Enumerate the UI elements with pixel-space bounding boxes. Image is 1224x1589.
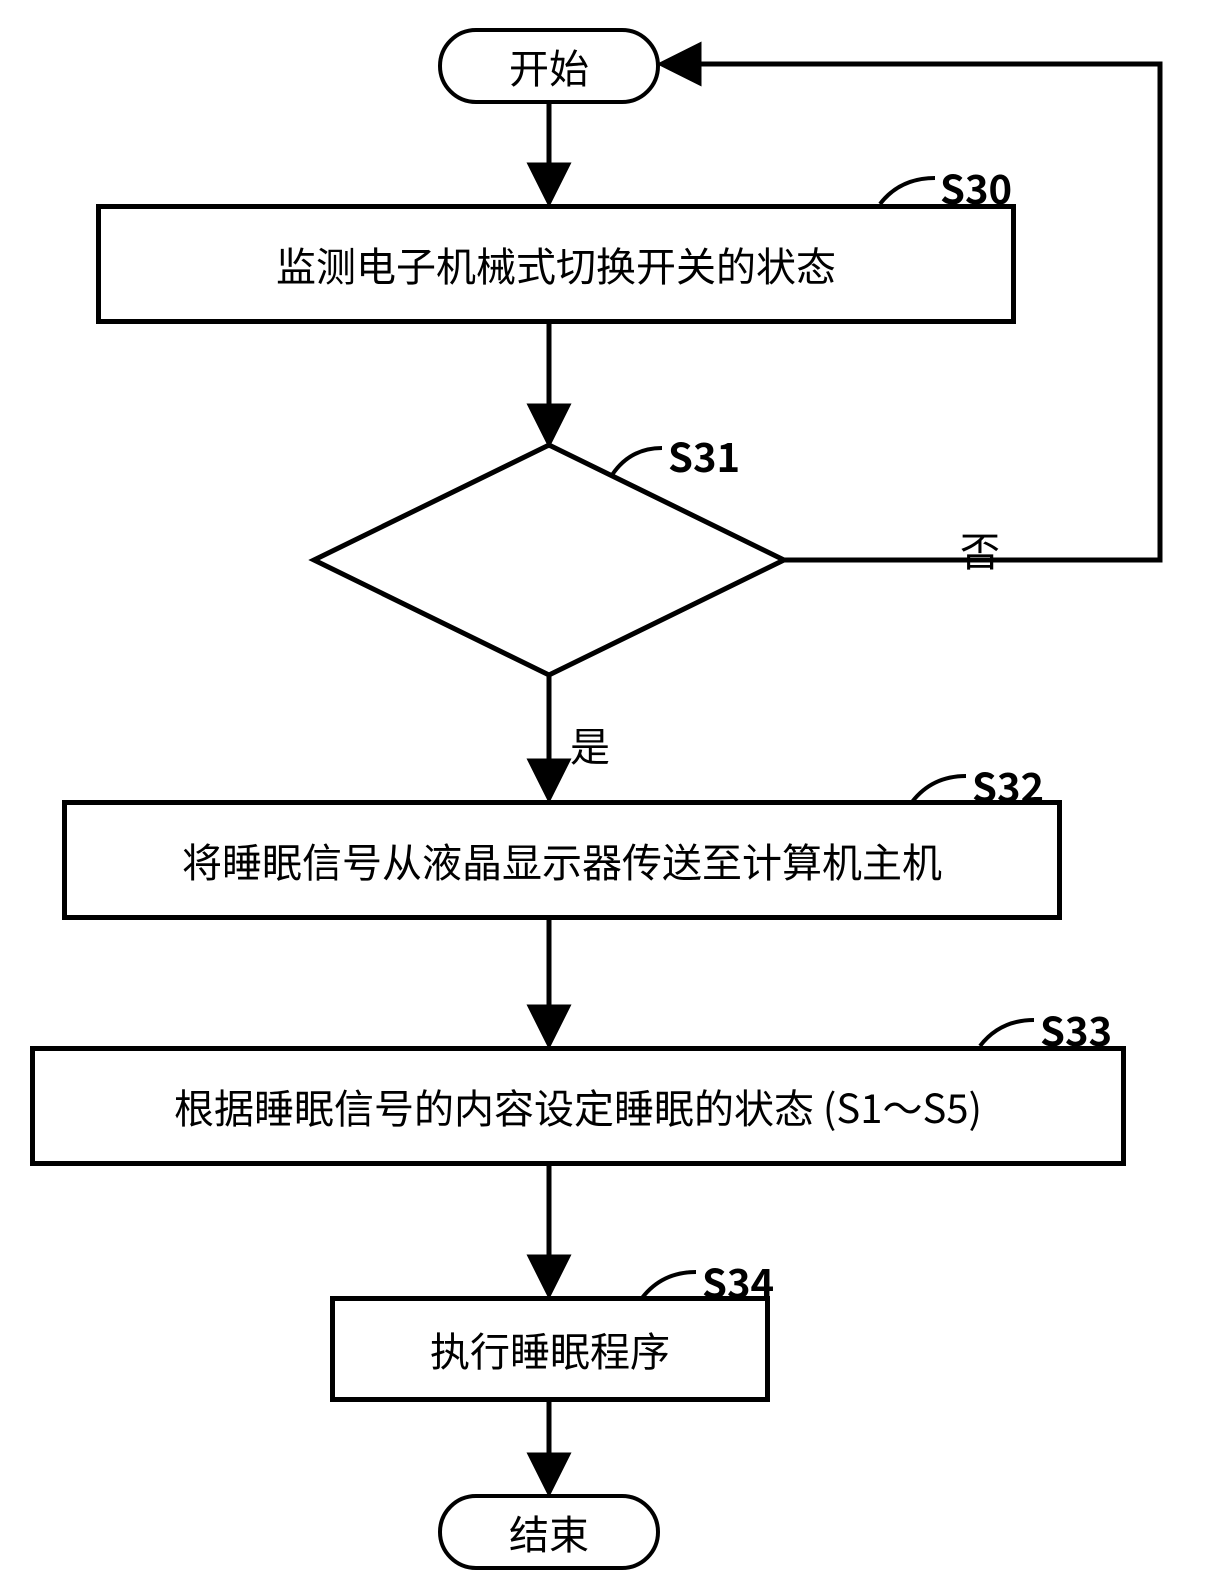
start-node: 开始 [438, 28, 660, 104]
label-s32: S32 [972, 756, 1044, 814]
label-s34: S34 [702, 1252, 774, 1310]
decision-s31-text: 睡眠信号 是否被触发 [399, 512, 699, 612]
process-s30: 监测电子机械式切换开关的状态 [96, 204, 1016, 324]
end-node: 结束 [438, 1494, 660, 1570]
decision-s31-text-span: 睡眠信号 是否被触发 [449, 508, 649, 616]
end-label: 结束 [509, 1507, 589, 1557]
flowchart-canvas: 开始 监测电子机械式切换开关的状态 将睡眠信号从液晶显示器传送至计算机主机 根据… [0, 0, 1224, 1589]
process-s33-text: 根据睡眠信号的内容设定睡眠的状态 (S1～S5) [174, 1081, 982, 1131]
branch-yes-label: 是 [570, 715, 610, 773]
start-label: 开始 [509, 41, 589, 91]
process-s32: 将睡眠信号从液晶显示器传送至计算机主机 [62, 800, 1062, 920]
callout-s31 [612, 448, 662, 475]
process-s30-text: 监测电子机械式切换开关的状态 [276, 239, 836, 289]
label-s33: S33 [1040, 1000, 1112, 1058]
process-s34: 执行睡眠程序 [330, 1296, 770, 1402]
label-s31: S31 [668, 426, 740, 484]
branch-no-label: 否 [960, 520, 1000, 578]
callout-s32 [912, 776, 966, 802]
process-s33: 根据睡眠信号的内容设定睡眠的状态 (S1～S5) [30, 1046, 1126, 1166]
callout-s33 [980, 1020, 1034, 1046]
process-s34-text: 执行睡眠程序 [430, 1324, 670, 1374]
process-s32-text: 将睡眠信号从液晶显示器传送至计算机主机 [182, 835, 942, 885]
label-s30: S30 [940, 158, 1012, 216]
callout-s30 [880, 178, 935, 204]
callout-s34 [642, 1272, 696, 1298]
